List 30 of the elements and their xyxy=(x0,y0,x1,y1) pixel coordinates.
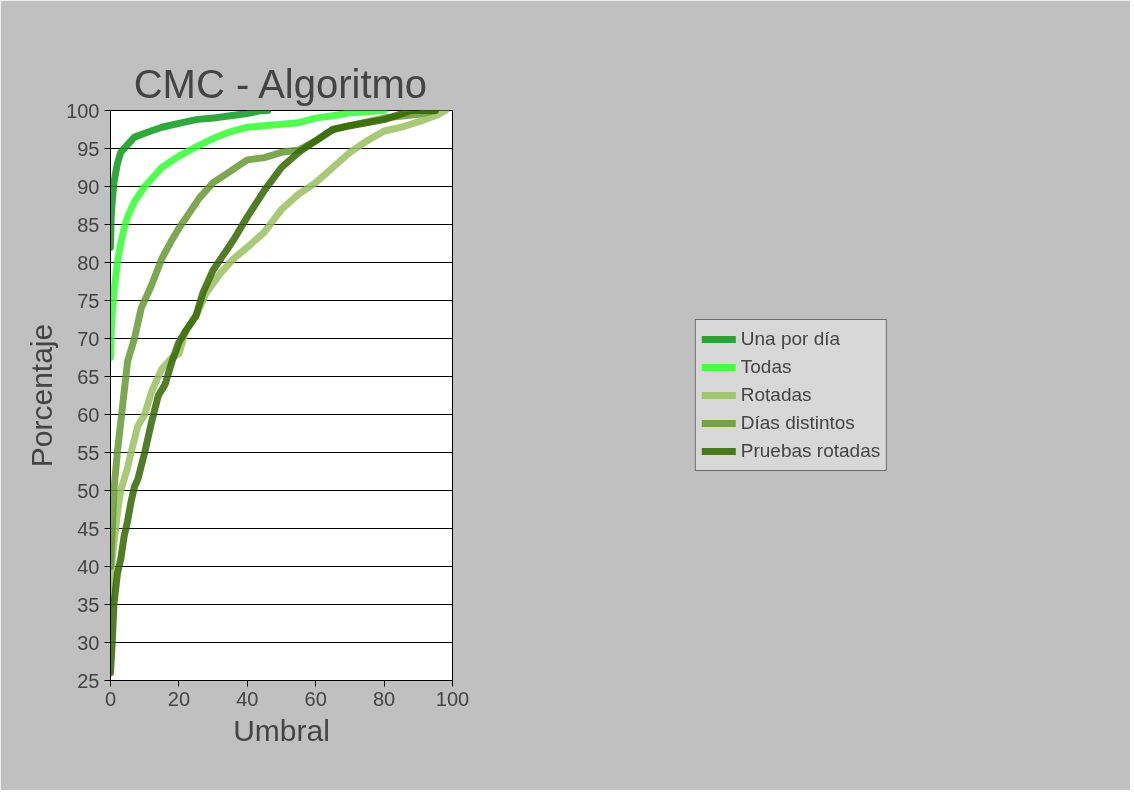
y-tick-label: 50 xyxy=(77,479,100,502)
legend-label: Todas xyxy=(740,356,792,378)
legend-label: Pruebas rotadas xyxy=(740,440,881,462)
y-tick-label: 25 xyxy=(77,669,100,692)
y-tick-label: 85 xyxy=(77,213,100,236)
x-tick-label: 60 xyxy=(304,687,327,710)
y-tick-label: 60 xyxy=(77,403,100,426)
y-tick-label: 65 xyxy=(77,365,100,388)
y-axis-title: Porcentaje xyxy=(25,323,59,468)
y-tick-label: 80 xyxy=(77,251,100,274)
chart-title: CMC - Algoritmo xyxy=(133,61,428,106)
y-tick-label: 55 xyxy=(77,441,100,464)
y-tick-label: 100 xyxy=(66,99,100,122)
x-tick-label: 100 xyxy=(435,687,470,710)
y-tick-label: 30 xyxy=(77,631,100,654)
x-tick-label: 20 xyxy=(167,687,191,710)
x-tick-label: 0 xyxy=(104,687,117,710)
y-tick-label: 90 xyxy=(77,175,100,198)
legend-label: Una por día xyxy=(740,328,841,350)
y-tick-label: 45 xyxy=(77,517,100,540)
legend-label: Días distintos xyxy=(740,412,855,434)
x-axis-title: Umbral xyxy=(233,713,330,747)
y-tick-label: 40 xyxy=(77,555,100,578)
legend-label: Rotadas xyxy=(740,384,812,406)
x-tick-label: 80 xyxy=(372,687,396,710)
y-tick-label: 75 xyxy=(77,289,100,312)
y-tick-label: 35 xyxy=(77,593,100,616)
y-tick-label: 95 xyxy=(77,137,100,160)
x-tick-label: 40 xyxy=(236,687,259,710)
y-tick-label: 70 xyxy=(77,327,100,350)
